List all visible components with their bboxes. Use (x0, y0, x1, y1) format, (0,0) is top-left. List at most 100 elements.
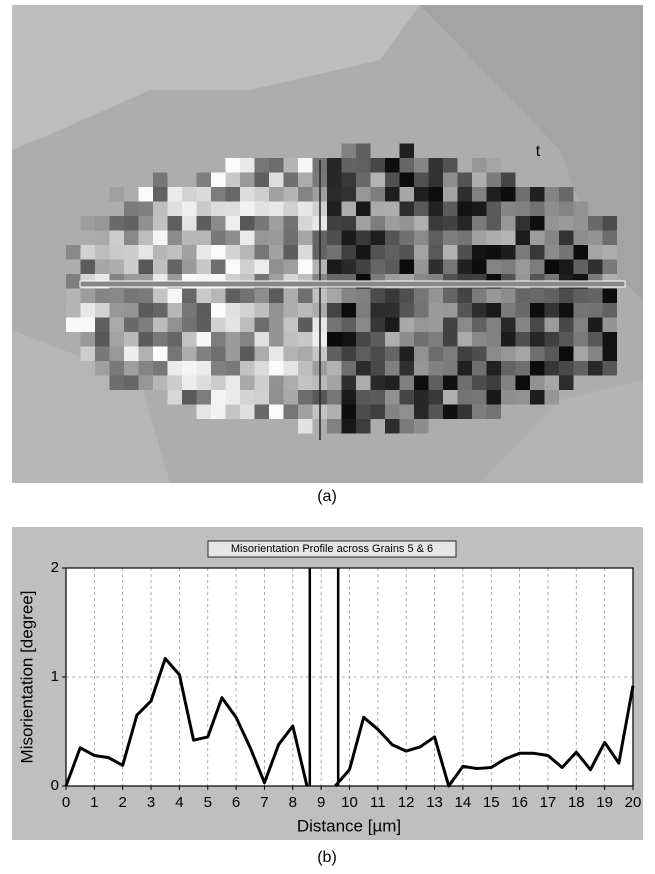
map-pixel (153, 245, 168, 260)
x-tick-label: 10 (341, 794, 358, 811)
map-pixel (559, 346, 574, 361)
map-pixel (602, 317, 617, 332)
map-pixel (254, 172, 269, 187)
map-pixel (370, 317, 385, 332)
map-pixel (240, 230, 255, 245)
map-pixel (240, 332, 255, 347)
map-pixel (196, 216, 211, 231)
map-pixel (385, 419, 400, 434)
map-pixel (602, 346, 617, 361)
map-pixel (138, 346, 153, 361)
map-pixel (254, 361, 269, 376)
map-pixel (298, 332, 313, 347)
map-pixel (124, 303, 139, 318)
map-pixel (196, 332, 211, 347)
map-pixel (196, 361, 211, 376)
map-pixel (443, 390, 458, 405)
map-pixel (414, 230, 429, 245)
map-pixel (443, 288, 458, 303)
map-pixel (327, 404, 342, 419)
map-pixel (327, 259, 342, 274)
map-pixel (283, 332, 298, 347)
map-pixel (254, 375, 269, 390)
map-pixel (240, 201, 255, 216)
map-pixel (457, 230, 472, 245)
map-pixel (457, 303, 472, 318)
map-pixel (298, 259, 313, 274)
map-pixel (399, 288, 414, 303)
x-tick-label: 7 (260, 794, 268, 811)
map-pixel (124, 230, 139, 245)
map-pixel (196, 317, 211, 332)
map-pixel (399, 303, 414, 318)
map-pixel (443, 187, 458, 202)
map-pixel (283, 216, 298, 231)
map-pixel (356, 143, 371, 158)
map-pixel (457, 390, 472, 405)
map-pixel (457, 346, 472, 361)
map-pixel (269, 404, 284, 419)
map-pixel (588, 259, 603, 274)
map-pixel (399, 361, 414, 376)
map-pixel (428, 390, 443, 405)
map-pixel (573, 245, 588, 260)
map-pixel (225, 172, 240, 187)
map-pixel (138, 187, 153, 202)
map-pixel (341, 390, 356, 405)
map-pixel (95, 317, 110, 332)
map-pixel (225, 375, 240, 390)
map-pixel (327, 375, 342, 390)
map-pixel (269, 346, 284, 361)
panel-label: (b) (317, 849, 337, 866)
map-pixel (211, 404, 226, 419)
map-pixel (530, 230, 545, 245)
map-pixel (414, 187, 429, 202)
map-pixel (283, 201, 298, 216)
map-pixel (80, 216, 95, 231)
map-pixel (472, 187, 487, 202)
map-pixel (501, 230, 516, 245)
map-pixel (530, 317, 545, 332)
map-pixel (559, 361, 574, 376)
map-pixel (225, 201, 240, 216)
map-pixel (95, 216, 110, 231)
x-axis-label: Distance [µm] (297, 816, 401, 835)
map-pixel (559, 288, 574, 303)
map-pixel (254, 259, 269, 274)
map-pixel (138, 216, 153, 231)
map-pixel (428, 201, 443, 216)
annotation: t (536, 143, 541, 160)
map-pixel (573, 317, 588, 332)
map-pixel (573, 230, 588, 245)
map-pixel (211, 361, 226, 376)
map-pixel (486, 216, 501, 231)
map-pixel (225, 303, 240, 318)
map-pixel (472, 216, 487, 231)
map-pixel (95, 346, 110, 361)
map-pixel (269, 375, 284, 390)
map-pixel (327, 245, 342, 260)
map-pixel (530, 288, 545, 303)
map-pixel (211, 201, 226, 216)
map-pixel (109, 230, 124, 245)
map-pixel (283, 390, 298, 405)
map-pixel (428, 346, 443, 361)
map-pixel (298, 172, 313, 187)
x-tick-label: 12 (398, 794, 415, 811)
map-pixel (370, 245, 385, 260)
map-pixel (167, 317, 182, 332)
map-pixel (544, 346, 559, 361)
map-pixel (327, 317, 342, 332)
map-pixel (167, 375, 182, 390)
x-tick-label: 13 (426, 794, 443, 811)
map-pixel (486, 346, 501, 361)
map-pixel (414, 201, 429, 216)
map-pixel (443, 317, 458, 332)
map-pixel (240, 303, 255, 318)
map-pixel (385, 361, 400, 376)
map-pixel (153, 288, 168, 303)
map-pixel (341, 361, 356, 376)
map-pixel (486, 230, 501, 245)
map-pixel (443, 259, 458, 274)
map-pixel (472, 361, 487, 376)
